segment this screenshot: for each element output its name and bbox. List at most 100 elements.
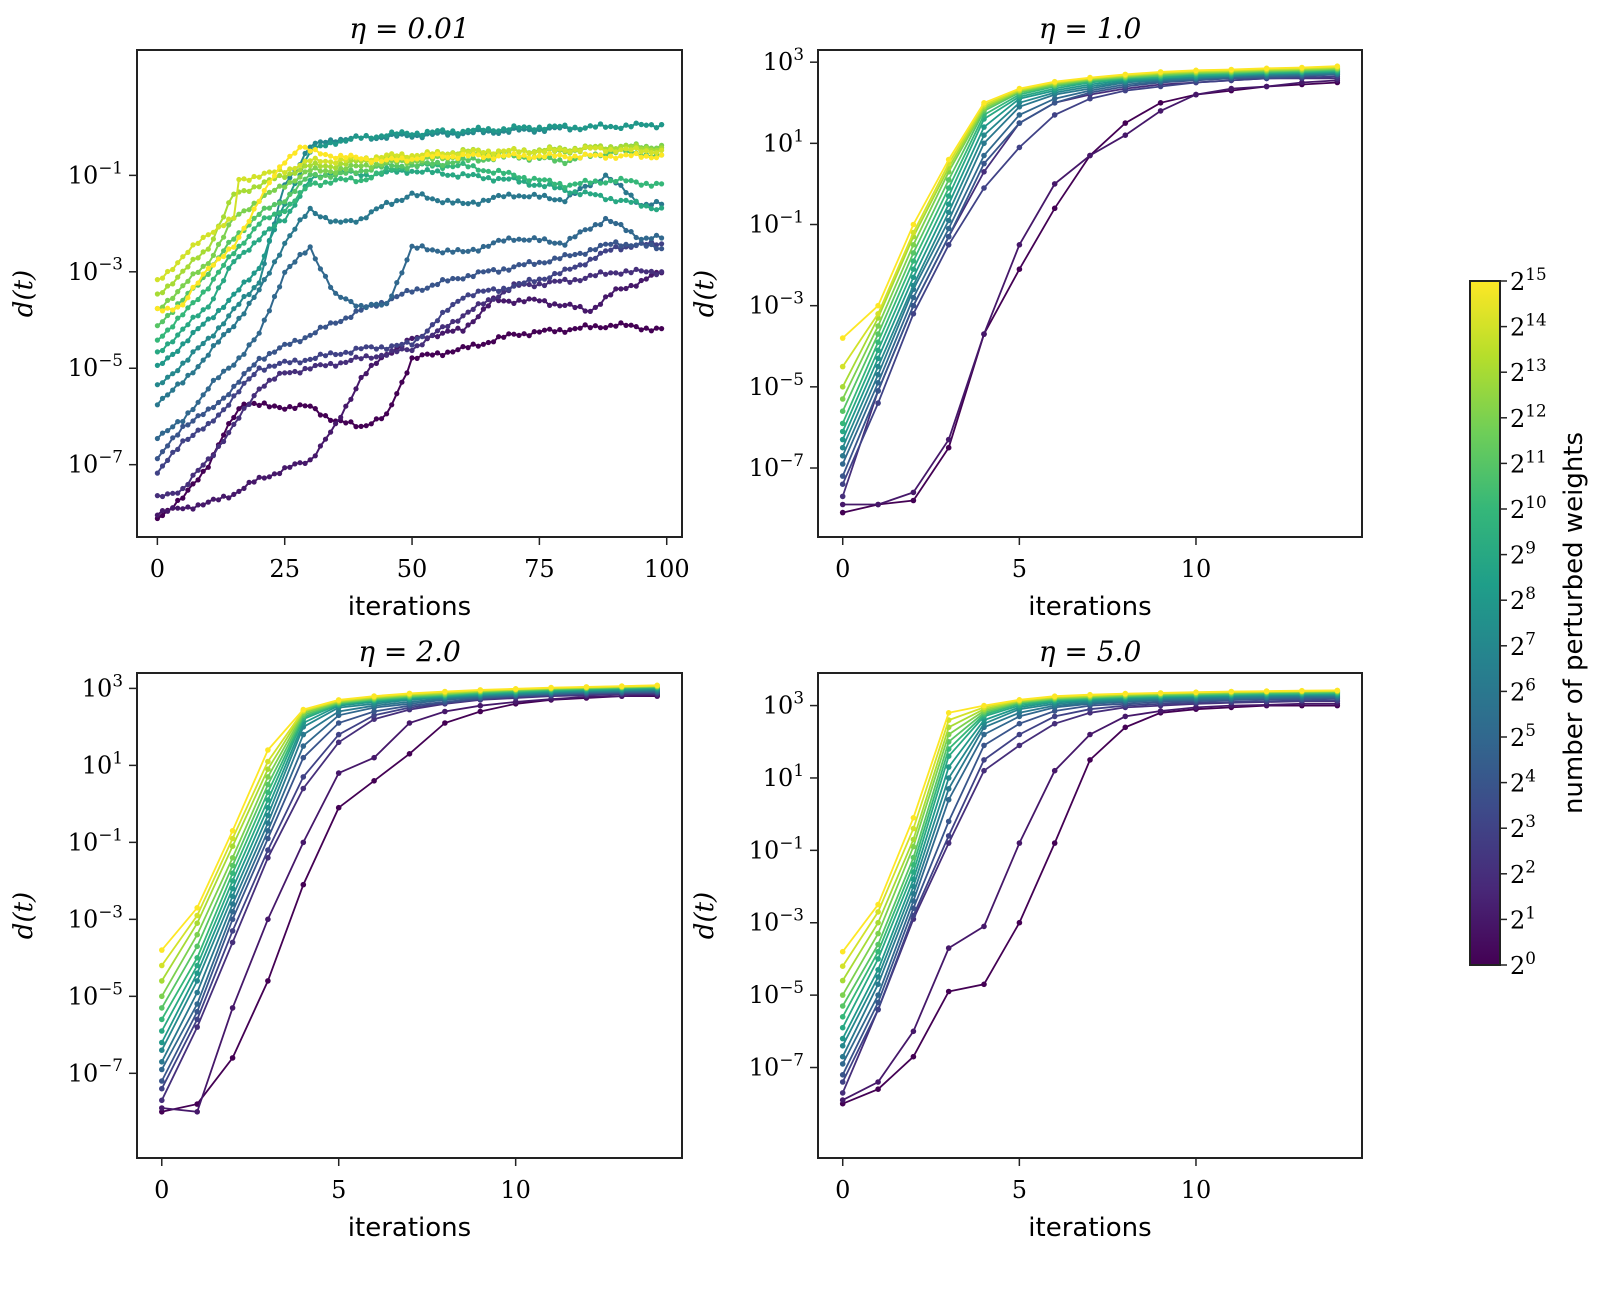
y-tick-label: 10−5 — [749, 369, 804, 401]
data-point — [477, 702, 484, 709]
y-axis-label: d(t) — [690, 892, 720, 939]
data-point — [185, 322, 191, 328]
data-point — [277, 284, 283, 290]
data-point — [210, 252, 216, 258]
data-point — [424, 160, 430, 166]
data-point — [265, 804, 271, 811]
data-point — [338, 360, 344, 366]
data-point — [229, 843, 236, 849]
data-point — [159, 449, 166, 455]
data-point — [981, 767, 987, 774]
data-point — [165, 297, 171, 303]
data-point — [205, 464, 211, 470]
data-point — [496, 148, 502, 154]
data-point — [229, 828, 236, 834]
data-point — [322, 172, 329, 178]
data-point — [516, 262, 522, 268]
colorbar-tick-label: 210 — [1510, 492, 1547, 524]
data-point — [485, 126, 491, 132]
data-point — [536, 276, 543, 282]
data-point — [490, 286, 497, 292]
data-point — [200, 234, 206, 240]
data-point — [628, 124, 634, 130]
data-point — [170, 307, 176, 313]
data-point — [434, 128, 441, 134]
series-line — [841, 67, 1338, 400]
data-point — [307, 177, 313, 183]
data-point — [597, 269, 604, 275]
data-point — [384, 352, 390, 358]
data-point — [526, 259, 532, 265]
series-2pow15 — [839, 687, 1341, 955]
data-point — [389, 151, 395, 157]
data-point — [485, 197, 491, 204]
data-point — [322, 151, 329, 158]
data-point — [643, 269, 649, 275]
data-point — [175, 274, 181, 280]
data-point — [205, 406, 211, 412]
axes-frame — [136, 672, 683, 1159]
data-point — [300, 785, 307, 792]
data-point — [526, 155, 532, 161]
data-point — [455, 155, 461, 161]
data-point — [200, 321, 206, 327]
data-point — [1193, 689, 1199, 695]
data-point — [205, 335, 211, 341]
data-point — [633, 242, 639, 248]
data-point — [981, 140, 987, 147]
data-point — [450, 249, 456, 255]
data-point — [165, 428, 171, 434]
data-point — [648, 241, 655, 248]
y-tick-label: 101 — [82, 747, 123, 779]
data-point — [338, 176, 344, 182]
data-point — [592, 145, 599, 151]
data-point — [875, 992, 881, 998]
data-point — [282, 218, 288, 224]
x-axis-label: iterations — [1028, 592, 1151, 622]
data-point — [180, 312, 186, 318]
data-point — [1122, 690, 1129, 697]
data-point — [317, 151, 323, 157]
data-point — [229, 893, 236, 900]
series-line — [156, 146, 663, 313]
data-point — [577, 155, 583, 161]
data-point — [633, 324, 639, 330]
data-point — [226, 265, 232, 271]
data-point — [241, 405, 247, 411]
data-point — [506, 127, 512, 133]
data-point — [256, 198, 262, 204]
data-point — [465, 345, 471, 351]
data-point — [328, 284, 334, 290]
x-axis-label: iterations — [348, 1213, 471, 1243]
data-point — [277, 370, 283, 376]
data-point — [511, 331, 517, 337]
colorbar-tick-label: 26 — [1510, 674, 1536, 706]
data-point — [358, 423, 364, 429]
data-point — [317, 163, 323, 169]
data-point — [445, 247, 451, 253]
data-point — [536, 148, 543, 154]
data-point — [455, 163, 461, 169]
data-point — [406, 690, 413, 697]
data-point — [307, 205, 313, 211]
data-point — [348, 298, 354, 305]
data-point — [210, 496, 216, 502]
data-point — [185, 305, 191, 311]
data-point — [335, 697, 342, 703]
data-point — [271, 187, 278, 193]
data-point — [271, 293, 278, 300]
x-tick-label: 75 — [524, 555, 555, 583]
data-point — [154, 337, 160, 343]
data-point — [587, 180, 593, 186]
data-point — [399, 155, 405, 161]
data-point — [277, 470, 283, 477]
data-point — [175, 332, 181, 338]
data-point — [394, 198, 400, 204]
data-point — [368, 165, 374, 171]
data-point — [159, 1066, 165, 1073]
data-point — [592, 273, 599, 279]
data-point — [414, 355, 420, 361]
data-point — [307, 181, 313, 187]
data-point — [875, 339, 881, 346]
data-point — [180, 283, 186, 289]
